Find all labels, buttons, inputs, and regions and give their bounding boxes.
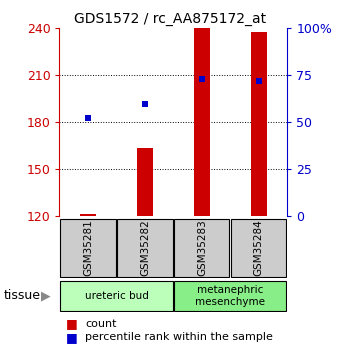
Text: GSM35284: GSM35284: [254, 219, 264, 276]
Bar: [117, 219, 172, 277]
Text: GDS1572 / rc_AA875172_at: GDS1572 / rc_AA875172_at: [74, 12, 266, 26]
Text: GSM35281: GSM35281: [83, 219, 93, 276]
Bar: [174, 219, 230, 277]
Bar: [231, 219, 286, 277]
Text: ureteric bud: ureteric bud: [85, 291, 148, 301]
Bar: [61, 281, 172, 311]
Bar: [137, 148, 153, 216]
Bar: [194, 28, 210, 216]
Bar: [61, 219, 116, 277]
Text: ▶: ▶: [41, 289, 51, 302]
Text: ■: ■: [66, 331, 78, 344]
Text: GSM35282: GSM35282: [140, 219, 150, 276]
Bar: [80, 214, 96, 216]
Text: percentile rank within the sample: percentile rank within the sample: [85, 333, 273, 342]
Text: ■: ■: [66, 317, 78, 330]
Bar: [251, 32, 267, 216]
Text: GSM35283: GSM35283: [197, 219, 207, 276]
Text: tissue: tissue: [3, 289, 40, 302]
Text: metanephric
mesenchyme: metanephric mesenchyme: [195, 285, 265, 307]
Bar: [174, 281, 286, 311]
Text: count: count: [85, 319, 117, 328]
